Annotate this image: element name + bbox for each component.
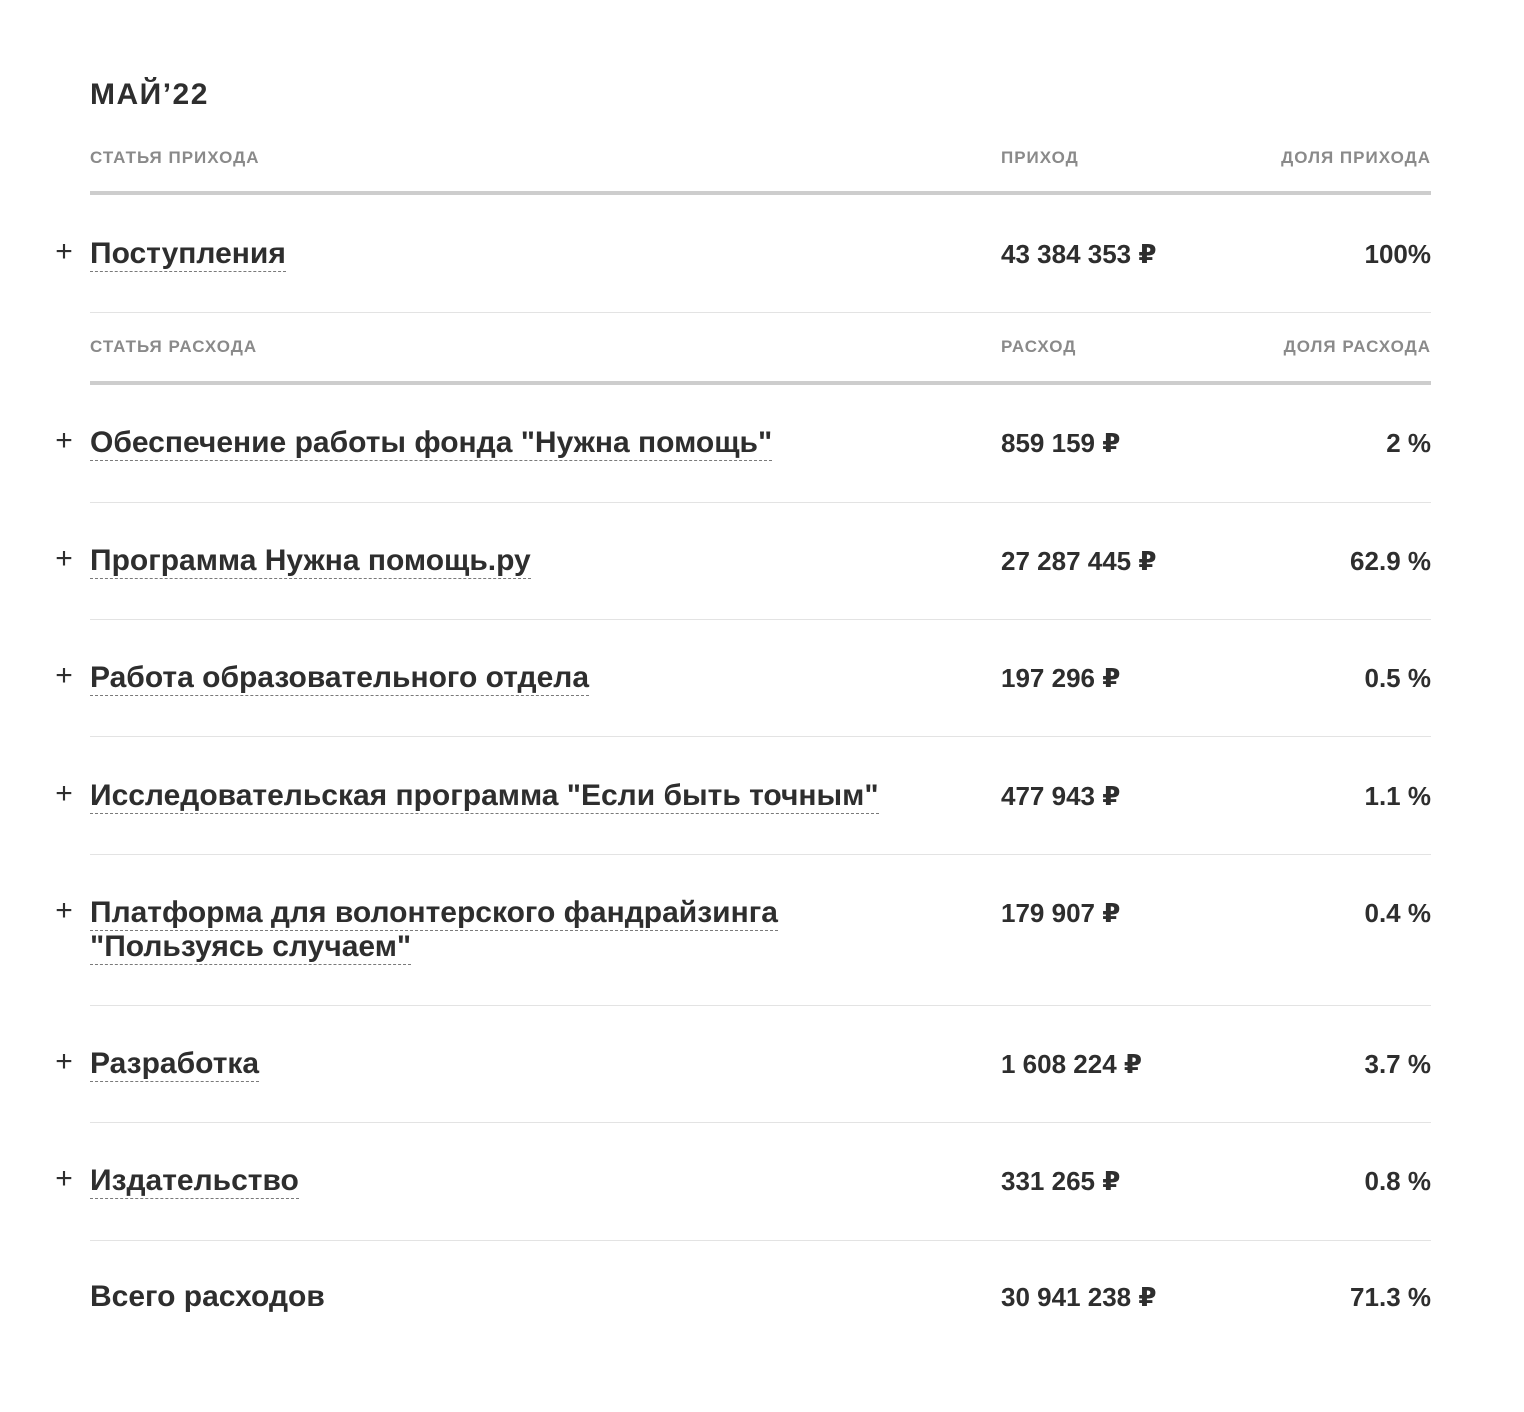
expand-plus-icon[interactable]: + bbox=[55, 777, 73, 810]
row-divider bbox=[90, 736, 1431, 737]
expense-header-divider bbox=[90, 381, 1431, 385]
row-label: Обеспечение работы фонда "Нужна помощь" bbox=[90, 426, 950, 461]
row-divider bbox=[90, 1240, 1431, 1241]
expand-plus-icon[interactable]: + bbox=[55, 1045, 73, 1078]
row-label: Исследовательская программа "Если быть т… bbox=[90, 779, 950, 814]
expand-plus-icon[interactable]: + bbox=[55, 659, 73, 692]
row-divider bbox=[90, 502, 1431, 503]
row-share: 0.8 % bbox=[1364, 1166, 1432, 1196]
row-label-link[interactable]: Обеспечение работы фонда "Нужна помощь" bbox=[90, 426, 773, 461]
row-label-link[interactable]: Разработка bbox=[90, 1047, 260, 1082]
income-share-header: ДОЛЯ ПРИХОДА bbox=[1281, 148, 1431, 167]
row-amount: 179 907 ₽ bbox=[1001, 898, 1121, 928]
row-share: 0.4 % bbox=[1364, 898, 1432, 928]
expand-plus-icon[interactable]: + bbox=[55, 542, 73, 575]
row-amount: 197 296 ₽ bbox=[1001, 663, 1121, 693]
total-amount: 30 941 238 ₽ bbox=[1001, 1282, 1157, 1312]
row-label-link[interactable]: Программа Нужна помощь.ру bbox=[90, 544, 531, 579]
row-label-link[interactable]: Платформа для волонтерского фандрайзинга… bbox=[90, 896, 778, 965]
row-amount: 331 265 ₽ bbox=[1001, 1166, 1121, 1196]
row-amount: 859 159 ₽ bbox=[1001, 428, 1121, 458]
expand-plus-icon[interactable]: + bbox=[55, 235, 73, 268]
row-share: 1.1 % bbox=[1364, 781, 1432, 811]
expense-share-header: ДОЛЯ РАСХОДА bbox=[1283, 337, 1431, 356]
row-label-link[interactable]: Исследовательская программа "Если быть т… bbox=[90, 779, 879, 814]
row-divider bbox=[90, 619, 1431, 620]
expand-plus-icon[interactable]: + bbox=[55, 1162, 73, 1195]
row-amount: 1 608 224 ₽ bbox=[1001, 1049, 1142, 1079]
expense-amount-header: РАСХОД bbox=[1001, 337, 1077, 356]
page-title: МАЙ’22 bbox=[90, 78, 209, 111]
row-amount: 477 943 ₽ bbox=[1001, 781, 1121, 811]
row-amount: 27 287 445 ₽ bbox=[1001, 546, 1157, 576]
expand-plus-icon[interactable]: + bbox=[55, 424, 73, 457]
row-share: 100% bbox=[1364, 239, 1432, 269]
row-divider bbox=[90, 854, 1431, 855]
income-header-divider bbox=[90, 191, 1431, 195]
row-share: 2 % bbox=[1386, 428, 1431, 458]
income-amount-header: ПРИХОД bbox=[1001, 148, 1079, 167]
income-item-header: СТАТЬЯ ПРИХОДА bbox=[90, 148, 260, 167]
row-share: 62.9 % bbox=[1350, 546, 1431, 576]
row-label: Программа Нужна помощь.ру bbox=[90, 544, 950, 579]
row-label-link[interactable]: Издательство bbox=[90, 1164, 299, 1199]
row-label: Поступления bbox=[90, 237, 950, 272]
expand-plus-icon[interactable]: + bbox=[55, 894, 73, 927]
row-label-link[interactable]: Поступления bbox=[90, 237, 286, 272]
row-label: Издательство bbox=[90, 1164, 950, 1199]
row-amount: 43 384 353 ₽ bbox=[1001, 239, 1157, 269]
row-share: 3.7 % bbox=[1364, 1049, 1432, 1079]
row-label: Разработка bbox=[90, 1047, 950, 1082]
row-label: Платформа для волонтерского фандрайзинга… bbox=[90, 896, 950, 965]
row-share: 0.5 % bbox=[1364, 663, 1432, 693]
total-share: 71.3 % bbox=[1350, 1282, 1431, 1312]
row-label-link[interactable]: Работа образовательного отдела bbox=[90, 661, 589, 696]
expense-item-header: СТАТЬЯ РАСХОДА bbox=[90, 337, 258, 356]
row-label: Работа образовательного отдела bbox=[90, 661, 950, 696]
row-divider bbox=[90, 312, 1431, 313]
row-divider bbox=[90, 1005, 1431, 1006]
total-label: Всего расходов bbox=[90, 1280, 325, 1313]
row-divider bbox=[90, 1122, 1431, 1123]
